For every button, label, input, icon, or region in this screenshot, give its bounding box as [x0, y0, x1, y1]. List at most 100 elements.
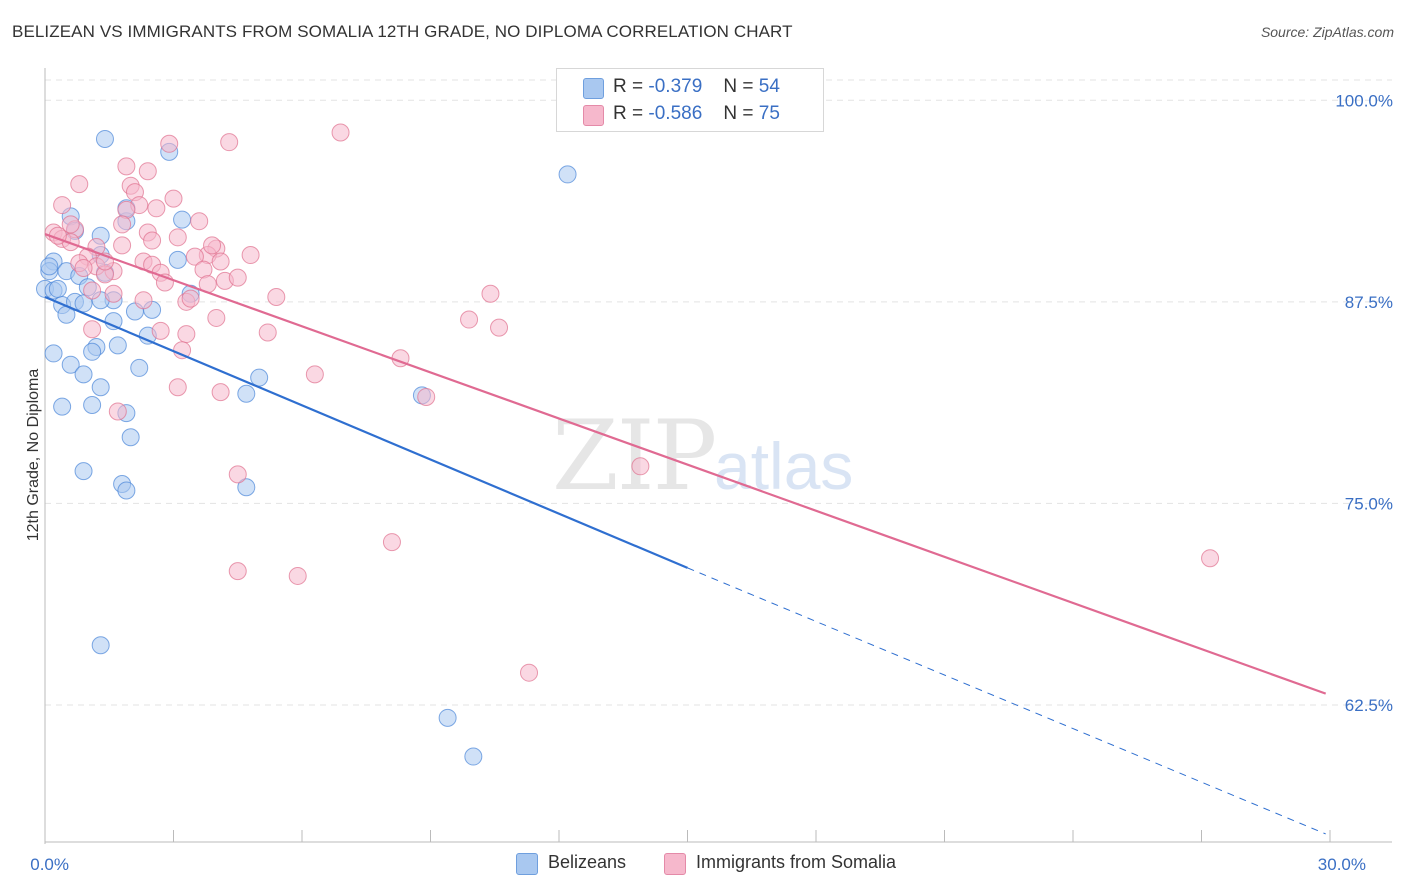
- data-point: [558, 165, 577, 184]
- chart-source: Source: ZipAtlas.com: [1260, 24, 1394, 40]
- data-point: [250, 368, 269, 387]
- data-point: [70, 175, 89, 194]
- data-point: [91, 636, 110, 655]
- data-point: [237, 478, 256, 497]
- x-tick-label: 0.0%: [30, 855, 69, 874]
- axes: [44, 68, 1392, 844]
- data-point: [61, 215, 80, 234]
- data-point: [241, 246, 260, 265]
- y-tick-label: 62.5%: [1345, 696, 1393, 715]
- data-point: [40, 257, 59, 276]
- data-point: [91, 378, 110, 397]
- trend-line: [44, 295, 688, 569]
- legend-swatch-belizeans: [516, 853, 538, 875]
- series-somalia: [44, 123, 1220, 682]
- data-point: [61, 355, 80, 374]
- y-axis-title: 12th Grade, No Diploma: [25, 369, 42, 542]
- data-point: [181, 289, 200, 308]
- data-point: [44, 344, 63, 363]
- data-point: [267, 287, 286, 306]
- data-point: [108, 402, 127, 421]
- data-point: [331, 123, 350, 142]
- data-point: [121, 428, 140, 447]
- data-point: [173, 210, 192, 229]
- data-point: [168, 250, 187, 269]
- data-point: [134, 291, 153, 310]
- y-tick-label: 100.0%: [1335, 91, 1393, 110]
- data-point: [631, 457, 650, 476]
- data-point: [48, 279, 67, 298]
- data-point: [164, 189, 183, 208]
- data-point: [417, 387, 436, 406]
- legend-label-belizeans: Belizeans: [548, 852, 627, 872]
- data-point: [258, 323, 277, 342]
- data-point: [438, 708, 457, 727]
- legend-swatch-belizeans: [583, 78, 604, 99]
- data-point: [168, 378, 187, 397]
- series-legend: Belizeans Immigrants from Somalia: [0, 852, 1406, 876]
- data-point: [228, 562, 247, 581]
- data-point: [460, 310, 479, 329]
- watermark-atlas: atlas: [714, 429, 854, 503]
- legend-n-value: 75: [758, 103, 780, 124]
- legend-r-label: R =: [613, 76, 644, 97]
- y-tick-label: 75.0%: [1345, 494, 1393, 513]
- data-point: [190, 212, 209, 231]
- data-point: [95, 129, 114, 148]
- legend-label-somalia: Immigrants from Somalia: [696, 852, 897, 872]
- data-point: [520, 663, 539, 682]
- data-point: [220, 133, 239, 152]
- data-point: [185, 247, 204, 266]
- legend-swatch-somalia: [583, 105, 604, 126]
- data-point: [104, 284, 123, 303]
- data-point: [151, 321, 170, 340]
- data-point: [83, 396, 102, 415]
- data-point: [464, 747, 483, 766]
- data-point: [74, 365, 93, 384]
- data-point: [113, 215, 132, 234]
- data-point: [53, 397, 72, 416]
- data-point: [83, 320, 102, 339]
- data-point: [117, 157, 136, 176]
- data-point: [147, 199, 166, 218]
- legend-r-label: R =: [613, 103, 644, 124]
- y-tick-label: 87.5%: [1345, 293, 1393, 312]
- data-point: [108, 336, 127, 355]
- data-point: [74, 258, 93, 277]
- data-point: [228, 268, 247, 287]
- data-point: [83, 342, 102, 361]
- legend-swatch-somalia: [664, 853, 686, 875]
- data-point: [203, 236, 222, 255]
- data-point: [53, 196, 72, 215]
- data-point: [113, 236, 132, 255]
- legend-r-value: -0.586: [648, 103, 703, 124]
- data-point: [83, 281, 102, 300]
- data-point: [117, 481, 136, 500]
- x-tick-label: 30.0%: [1318, 855, 1366, 874]
- trend-line: [44, 233, 1327, 695]
- data-point: [160, 134, 179, 153]
- data-point: [1201, 549, 1220, 568]
- data-point: [305, 365, 324, 384]
- data-point: [490, 318, 509, 337]
- correlation-legend: R = -0.379 N = 54 R = -0.586 N = 75: [556, 68, 824, 132]
- data-point: [382, 533, 401, 552]
- legend-r-value: -0.379: [648, 76, 703, 97]
- data-point: [177, 325, 196, 344]
- trend-lines: [44, 233, 1327, 835]
- trend-line-extrapolated: [687, 567, 1326, 835]
- data-point: [481, 284, 500, 303]
- legend-n-label: N =: [723, 76, 754, 97]
- data-point: [130, 358, 149, 377]
- watermark-zip: ZIP: [552, 400, 717, 512]
- data-point: [228, 465, 247, 484]
- data-point: [211, 252, 230, 271]
- legend-n-value: 54: [758, 76, 780, 97]
- data-point: [74, 462, 93, 481]
- data-point: [288, 566, 307, 585]
- legend-n-label: N =: [723, 103, 754, 124]
- data-point: [74, 294, 93, 313]
- data-point: [104, 312, 123, 331]
- data-point: [207, 308, 226, 327]
